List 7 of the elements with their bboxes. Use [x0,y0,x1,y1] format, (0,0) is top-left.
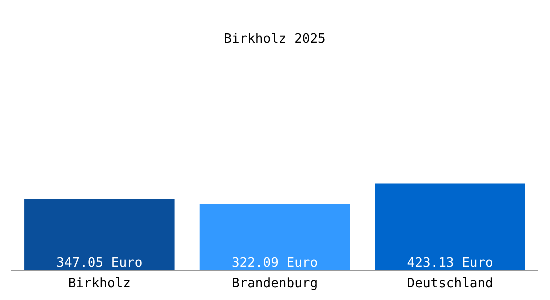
data-label: 322.09 Euro [232,256,318,271]
data-label: 347.05 Euro [56,256,143,271]
x-tick-label: Deutschland [407,276,494,292]
x-tick-label: Brandenburg [232,276,318,292]
data-label: 423.13 Euro [407,256,494,271]
chart-title: Birkholz 2025 [224,32,326,48]
x-tick-label: Birkholz [68,276,131,292]
